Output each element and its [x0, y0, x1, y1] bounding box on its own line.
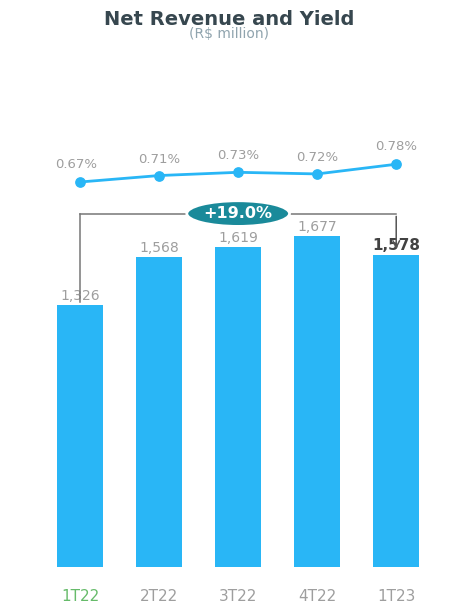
Text: 1,568: 1,568: [139, 241, 179, 255]
Bar: [57, 305, 103, 567]
Text: 1,619: 1,619: [218, 231, 258, 245]
Text: Net Revenue and Yield: Net Revenue and Yield: [104, 10, 354, 30]
Bar: [215, 247, 261, 567]
Bar: [373, 256, 419, 567]
Text: 0.71%: 0.71%: [138, 153, 180, 166]
Point: [314, 169, 321, 178]
Text: +19.0%: +19.0%: [204, 206, 273, 221]
Text: 0.67%: 0.67%: [55, 158, 97, 171]
Text: (R$ million): (R$ million): [189, 27, 269, 41]
Text: 0.78%: 0.78%: [375, 140, 417, 153]
Text: 2T22: 2T22: [140, 589, 178, 603]
Text: 1,677: 1,677: [297, 219, 337, 233]
Point: [234, 168, 242, 177]
Text: 0.72%: 0.72%: [296, 151, 338, 164]
Bar: [294, 236, 340, 567]
Point: [393, 159, 400, 169]
Text: 0.73%: 0.73%: [217, 150, 259, 162]
Text: 3T22: 3T22: [219, 589, 257, 603]
Ellipse shape: [187, 201, 289, 226]
Text: 1T22: 1T22: [61, 589, 99, 603]
Point: [155, 171, 163, 180]
Text: 1,326: 1,326: [60, 289, 100, 303]
Text: 4T22: 4T22: [298, 589, 336, 603]
Bar: [136, 257, 182, 567]
Text: 1,578: 1,578: [372, 238, 420, 253]
Point: [76, 177, 84, 187]
Text: 1T23: 1T23: [377, 589, 415, 603]
